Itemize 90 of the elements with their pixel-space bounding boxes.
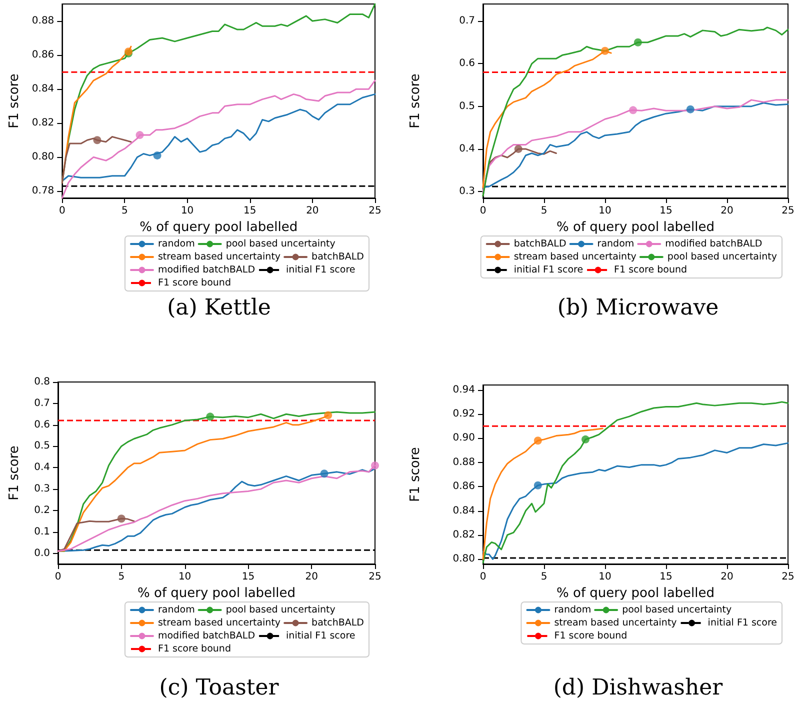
text: (b) Microwave [557,296,719,320]
x-axis-title: % of query pool labelled [140,220,298,235]
legend-label: batchBALD [514,238,566,250]
legend-label: initial F1 score [514,264,584,276]
text: (d) Dishwasher [553,676,724,700]
legend-label: batchBALD [312,252,364,262]
legend-label: random [158,604,195,616]
text: (a) Kettle [167,296,271,320]
x-tick-label: 25 [782,572,794,582]
legend-label: random [554,604,592,616]
legend-label: stream based uncertainty [158,252,281,262]
legend-label: stream based uncertainty [514,252,637,262]
y-tick-label: 0.3 [459,186,475,198]
legend-label: pool based uncertainty [226,604,336,616]
y-tick-label: 0.5 [459,100,475,112]
legend-label: F1 score bound [158,278,231,288]
y-tick-label: 0.1 [34,526,50,538]
y-tick-label: 0.86 [452,481,475,492]
y-tick-label: 0.88 [452,456,475,468]
y-tick-label: 0.82 [452,529,475,540]
y-tick-label: 0.92 [452,408,475,420]
x-tick-label: 15 [660,572,672,582]
y-tick-label: 0.86 [32,50,54,61]
y-tick-label: 0.6 [34,419,50,430]
legend-label: initial F1 score [286,264,356,276]
x-tick-label: 15 [244,206,256,216]
y-tick-label: 0.82 [32,118,54,129]
y-tick-label: 0.84 [452,505,475,516]
y-tick-label: 0.80 [452,554,475,565]
y-tick-label: 0.88 [32,16,54,27]
y-tick-label: 0.4 [459,143,475,154]
y-tick-label: 0.78 [32,186,54,197]
legend-label: modified batchBALD [158,264,256,276]
y-tick-label: 0.2 [34,504,50,516]
x-tick-label: 0 [54,572,62,582]
legend-label: pool based uncertainty [622,604,732,616]
x-tick-label: 10 [598,206,612,216]
legend-label: F1 score bound [614,264,688,276]
x-tick-label: 15 [660,206,672,216]
legend-label: batchBALD [312,618,364,628]
x-tick-label: 25 [368,206,382,216]
y-axis-title: F1 score [408,74,423,128]
y-tick-label: 0.84 [32,84,54,95]
y-tick-label: 0.3 [34,484,50,495]
legend-label: stream based uncertainty [554,618,678,628]
x-tick-label: 5 [540,572,548,582]
x-tick-label: 20 [720,572,734,582]
legend-label: stream based uncertainty [158,618,281,628]
y-tick-label: 0.90 [452,432,475,444]
x-axis-title: % of query pool labelled [137,586,296,601]
legend-label: modified batchBALD [158,630,256,642]
x-tick-label: 0 [480,572,486,582]
y-tick-label: 0.4 [34,462,50,474]
x-tick-label: 0 [480,206,486,216]
x-axis-title: % of query pool labelled [556,586,715,601]
x-tick-label: 10 [598,572,612,582]
legend-label: initial F1 score [286,630,356,642]
x-tick-label: 15 [242,572,255,582]
x-tick-label: 25 [368,572,382,582]
x-tick-label: 25 [782,206,794,216]
y-tick-label: 0.7 [34,398,50,409]
x-axis-title: % of query pool labelled [556,220,715,235]
legend-label: initial F1 score [708,618,778,628]
y-tick-label: 0.94 [452,384,475,396]
x-tick-label: 5 [122,206,128,216]
y-tick-label: 0.8 [34,376,50,388]
x-tick-label: 5 [118,572,125,582]
x-tick-label: 10 [178,572,192,582]
y-axis-title: F1 score [7,74,22,128]
x-tick-label: 10 [180,206,194,216]
y-tick-label: 0.80 [32,152,54,163]
y-axis-title: F1 score [408,447,423,502]
y-tick-label: 0.6 [459,58,475,70]
legend-label: F1 score bound [158,644,231,654]
legend-label: modified batchBALD [665,238,762,250]
y-tick-label: 0.0 [34,548,50,559]
legend-label: pool based uncertainty [667,252,778,262]
y-tick-label: 0.5 [34,440,50,452]
legend-label: random [158,238,195,250]
y-tick-label: 0.7 [459,16,475,27]
text: (c) Toaster [159,676,280,700]
x-tick-label: 0 [58,206,66,216]
y-axis-title: F1 score [7,446,22,500]
legend-label: random [597,238,634,250]
x-tick-label: 20 [720,206,734,216]
x-tick-label: 20 [305,572,318,582]
x-tick-label: 5 [540,206,548,216]
legend-label: F1 score bound [554,630,628,642]
x-tick-label: 20 [306,206,319,216]
legend-label: pool based uncertainty [226,238,336,250]
